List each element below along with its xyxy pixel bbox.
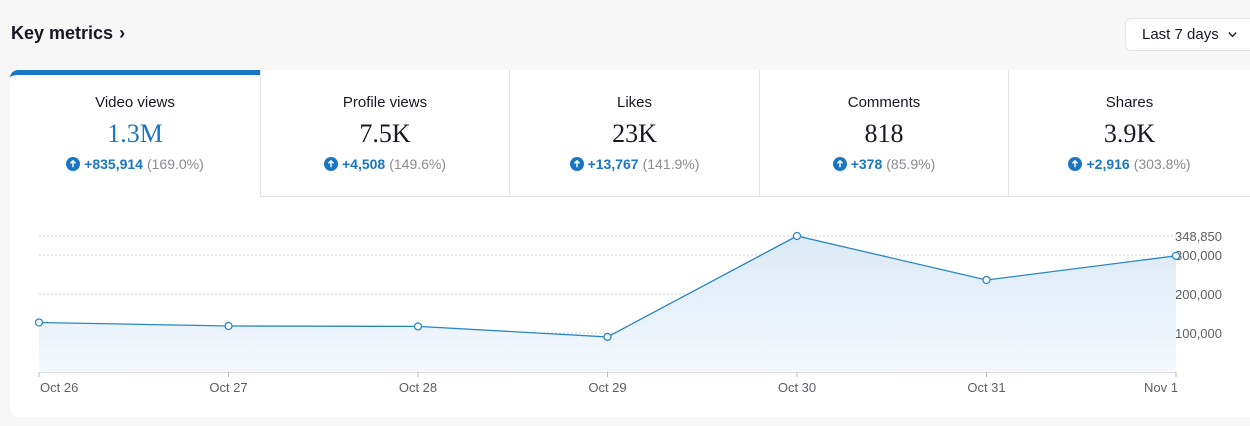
arrow-up-icon — [832, 157, 847, 171]
arrow-up-icon — [569, 157, 584, 171]
x-tick-label: Oct 30 — [778, 380, 816, 395]
x-tick-label: Oct 29 — [588, 380, 626, 395]
x-tick-label: Oct 31 — [967, 380, 1005, 395]
arrow-up-icon — [1068, 157, 1083, 171]
metric-tabs: Video views 1.3M +835,914 (169.0%) Profi… — [10, 70, 1250, 197]
metric-delta-absolute: +13,767 — [587, 156, 639, 172]
metric-value: 3.9K — [1103, 119, 1156, 148]
data-point — [224, 321, 233, 331]
y-tick-label: 200,000 — [1175, 287, 1222, 302]
metric-delta: +2,916 (303.8%) — [1009, 156, 1250, 172]
data-point — [34, 318, 44, 327]
metric-label: Comments — [847, 94, 921, 111]
date-range-dropdown[interactable]: Last 7 days — [1125, 18, 1250, 51]
metric-delta-percent: (149.6%) — [389, 156, 447, 172]
data-point — [1171, 251, 1181, 260]
date-range-label: Last 7 days — [1142, 26, 1219, 43]
y-tick-label: 100,000 — [1175, 326, 1222, 341]
tab-comments[interactable]: Comments 818 +378 (85.9%) — [759, 70, 1008, 197]
metric-value: 1.3M — [107, 119, 163, 148]
x-tick-label: Nov 1 — [1144, 380, 1178, 395]
key-metrics-header: Key metrics › Last 7 days — [0, 0, 1250, 70]
tab-shares[interactable]: Shares 3.9K +2,916 (303.8%) — [1008, 70, 1250, 197]
metric-delta-absolute: +2,916 — [1086, 156, 1130, 172]
metric-delta-percent: (169.0%) — [146, 156, 204, 172]
metric-label: Video views — [95, 94, 175, 111]
x-tick-label: Oct 28 — [399, 380, 437, 395]
tab-likes[interactable]: Likes 23K +13,767 (141.9%) — [509, 70, 759, 197]
x-tick-label: Oct 26 — [40, 380, 78, 395]
data-point — [413, 322, 423, 331]
metric-label: Shares — [1105, 94, 1154, 111]
metric-delta-absolute: +4,508 — [341, 156, 386, 172]
key-metrics-title-link[interactable]: Key metrics › — [11, 23, 125, 44]
metric-value: 23K — [612, 119, 657, 148]
arrow-up-icon — [323, 157, 338, 171]
y-tick-label: 348,850 — [1175, 229, 1222, 244]
metric-label: Profile views — [342, 94, 428, 111]
metric-delta-percent: (303.8%) — [1133, 156, 1191, 172]
x-tick-label: Oct 27 — [209, 380, 247, 395]
metric-delta-absolute: +835,914 — [84, 156, 143, 172]
metric-delta: +835,914 (169.0%) — [10, 156, 260, 172]
arrow-up-icon — [66, 157, 81, 171]
metric-value: 7.5K — [359, 119, 411, 148]
y-tick-label: 300,000 — [1175, 248, 1222, 263]
series-area — [39, 236, 1176, 372]
data-point — [603, 332, 612, 342]
metric-label: Likes — [616, 94, 653, 111]
metric-delta-absolute: +378 — [850, 156, 883, 172]
metric-value: 818 — [864, 119, 904, 148]
metrics-panel: Video views 1.3M +835,914 (169.0%) Profi… — [10, 70, 1250, 417]
tab-video-views[interactable]: Video views 1.3M +835,914 (169.0%) — [10, 70, 260, 197]
metric-delta: +13,767 (141.9%) — [510, 156, 759, 172]
metric-delta: +4,508 (149.6%) — [261, 156, 509, 172]
page-title: Key metrics — [11, 23, 114, 43]
chevron-down-icon — [1228, 32, 1237, 38]
metric-delta-percent: (141.9%) — [642, 156, 700, 172]
data-point — [982, 275, 991, 285]
metric-delta-percent: (85.9%) — [886, 156, 936, 172]
chevron-right-icon: › — [119, 23, 126, 43]
tab-profile-views[interactable]: Profile views 7.5K +4,508 (149.6%) — [260, 70, 509, 197]
data-point — [792, 231, 802, 241]
metric-delta: +378 (85.9%) — [760, 156, 1008, 172]
